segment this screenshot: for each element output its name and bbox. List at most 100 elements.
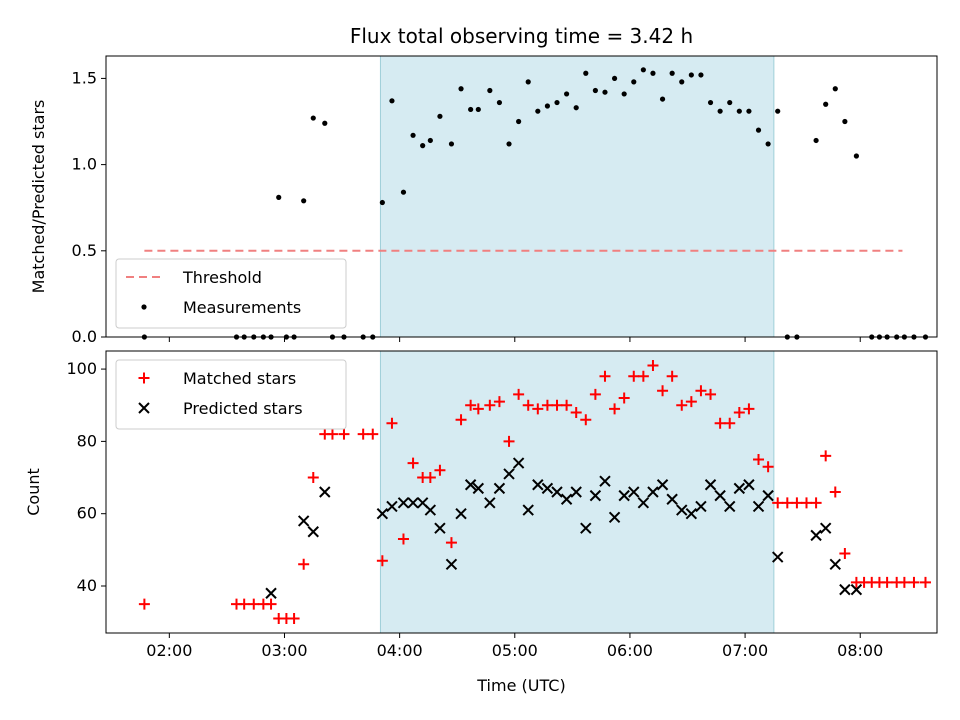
measurement-point [679,79,685,85]
measurement-point [468,106,474,113]
measurement-point [592,87,598,94]
predicted-star-point [850,583,863,596]
ratio-panel-frame [105,55,938,338]
matched-star-point [298,558,310,570]
predicted-star-point [666,493,678,505]
matched-star-point [695,385,707,397]
measurement-point [420,143,426,149]
measurement-point [832,86,838,92]
y-tick-label: 60 [77,504,97,523]
matched-star-point [238,598,250,610]
matched-star-point [743,403,755,415]
measurement-point [746,108,752,114]
predicted-star-point [704,479,717,491]
predicted-star-point [829,558,841,571]
measurement-point [487,87,493,94]
predicted-star-point [407,497,419,509]
matched-star-point [493,396,505,408]
matched-star-point [386,417,398,429]
legend-matched-swatch [138,372,150,384]
matched-star-point [676,399,688,411]
predicted-star-point [637,497,650,509]
predicted-star-point [512,457,525,469]
matched-star-point [628,370,640,382]
matched-star-point [666,370,678,382]
predicted-star-point [839,583,851,596]
matched-star-point [657,385,669,397]
measurement-point [698,72,704,78]
measurement-point [301,198,307,204]
matched-star-point [307,472,319,484]
measurement-point [688,72,694,78]
y-tick-label: 0.0 [72,327,97,346]
measurement-point [448,141,455,147]
x-tick-label: 06:00 [607,641,653,660]
predicted-star-point [522,504,534,516]
matched-star-point [599,370,611,382]
predicted-star-point [376,507,389,520]
measurement-point [765,141,771,147]
matched-star-point [338,428,350,440]
matched-star-point [772,497,784,509]
matched-star-point [705,388,717,400]
y-tick-label: 1.0 [72,155,97,174]
measurement-point [669,70,675,76]
measurement-point [437,113,443,119]
matched-star-point [800,497,812,509]
matched-star-point [580,414,592,426]
matched-star-point [424,472,436,484]
matched-star-point [248,598,260,610]
observing-window-shade [379,55,775,338]
measurement-point [602,89,608,95]
predicted-star-point [455,507,467,520]
measurement-point [322,120,328,126]
legend-label: Measurements [183,298,301,317]
y-tick-label: 0.5 [72,241,97,260]
measurement-point [475,106,481,113]
predicted-star-point [647,486,659,498]
matched-star-point [357,428,369,440]
measurement-point [727,99,733,106]
matched-star-point [724,417,736,429]
predicted-star-point [386,500,398,513]
ratio-y-axis-label: Matched/Predicted stars [29,100,48,294]
matched-star-point [522,399,534,411]
matched-star-point [570,406,582,418]
predicted-star-point [724,500,736,513]
predicted-star-point [733,482,746,495]
measurement-point [544,103,551,109]
matched-star-point [376,555,388,567]
matched-star-point [762,461,774,473]
x-tick-label: 05:00 [492,641,538,660]
matched-star-point [919,576,931,588]
predicted-star-point [714,489,726,502]
x-axis-label: Time (UTC) [476,676,565,695]
predicted-star-point [580,522,592,534]
matched-star-point [434,464,446,476]
predicted-star-point [493,482,506,495]
ratio-legend: Threshold Measurements [115,258,347,329]
measurement-point [506,141,512,147]
measurement-point [621,91,627,97]
matched-star-point [532,403,544,415]
matched-star-point [541,399,553,411]
matched-star-point [484,399,496,411]
count-legend: Matched stars Predicted stars [115,359,347,430]
legend-measurement-swatch [141,304,147,310]
matched-star-point [618,392,630,404]
matched-star-point [326,428,338,440]
matched-star-point [138,598,150,610]
measurement-point [427,137,433,144]
predicted-star-point [752,500,765,513]
measurement-point [573,105,579,111]
matched-star-point [753,453,765,465]
matched-star-point [714,417,726,429]
x-tick-label: 08:00 [837,641,883,660]
y-tick-label: 80 [77,431,97,450]
measurement-point [583,70,589,76]
matched-star-point [445,537,457,549]
matched-star-point [637,370,649,382]
measurement-point [631,79,637,85]
predicted-star-point [695,500,707,513]
matched-star-point [647,359,659,371]
